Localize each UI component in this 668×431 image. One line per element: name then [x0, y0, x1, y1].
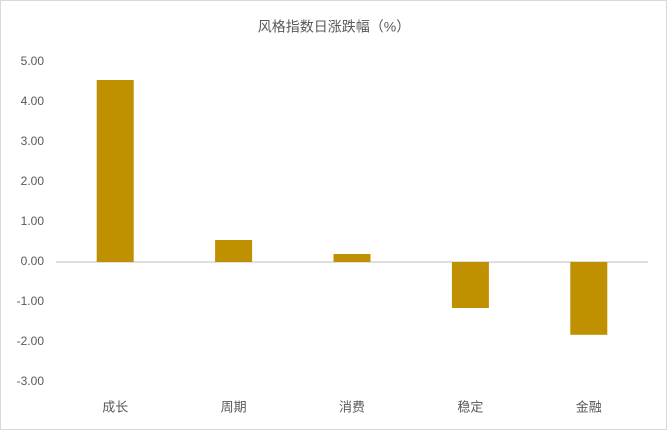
chart-title: 风格指数日涨跌幅（%） — [258, 19, 410, 35]
y-tick-label: -2.00 — [17, 334, 45, 348]
y-tick-label: 4.00 — [21, 94, 45, 108]
x-tick-label: 稳定 — [457, 399, 483, 414]
x-tick-label: 消费 — [339, 399, 365, 414]
bar — [333, 254, 371, 262]
bar — [451, 262, 489, 308]
bar — [570, 262, 608, 335]
bar — [96, 80, 134, 262]
y-tick-label: -3.00 — [17, 374, 45, 388]
x-tick-label: 周期 — [221, 399, 247, 414]
y-tick-label: 3.00 — [21, 134, 45, 148]
x-tick-label: 成长 — [102, 399, 128, 414]
bar — [215, 240, 253, 262]
y-tick-label: 0.00 — [21, 254, 45, 268]
y-tick-label: -1.00 — [17, 294, 45, 308]
x-tick-label: 金融 — [576, 399, 602, 414]
y-tick-label: 2.00 — [21, 174, 45, 188]
y-tick-label: 1.00 — [21, 214, 45, 228]
y-tick-label: 5.00 — [21, 54, 45, 68]
